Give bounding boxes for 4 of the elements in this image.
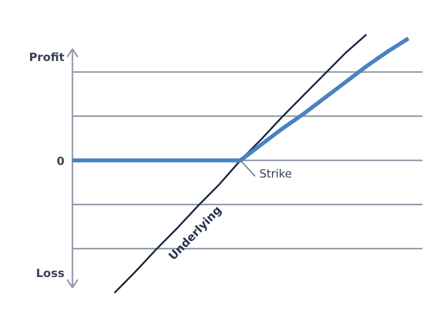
text: Loss: [36, 266, 65, 280]
text: 0: [56, 154, 65, 168]
annotation: Strike: [259, 166, 292, 181]
text: Profit: [28, 50, 66, 64]
